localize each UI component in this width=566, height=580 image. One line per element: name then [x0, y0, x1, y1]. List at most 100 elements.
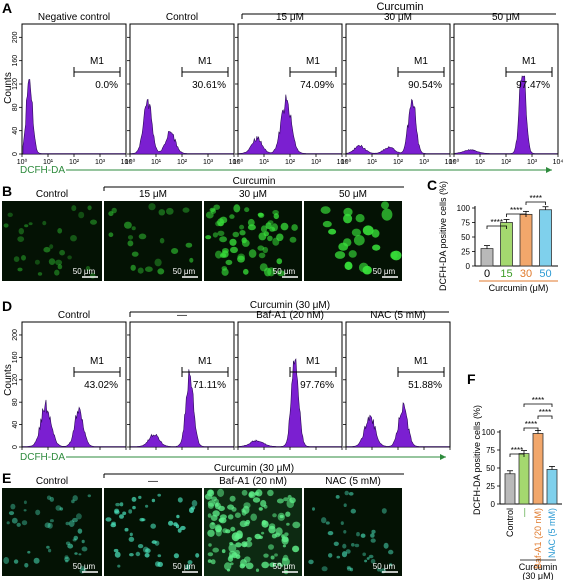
y-axis-label: DCFH-DA positive cells (%): [472, 405, 482, 515]
m1-label: M1: [198, 356, 212, 367]
cell-mark: [205, 235, 212, 240]
cell-mark: [18, 228, 24, 235]
micrograph-background: [104, 201, 202, 281]
cell-mark: [244, 207, 250, 213]
cell-mark: [47, 522, 53, 529]
cell-mark: [168, 520, 174, 526]
cell-mark: [257, 212, 264, 217]
micrograph-title: —: [148, 476, 158, 487]
y-tick-label: 0: [12, 445, 19, 449]
cell-mark: [217, 230, 225, 236]
micrograph: Control 50 μm: [2, 476, 102, 576]
cell-mark: [57, 228, 63, 234]
bar: [519, 213, 533, 267]
cell-mark: [267, 220, 274, 225]
cell-mark: [286, 499, 295, 508]
cell-mark: [268, 523, 276, 530]
cell-mark: [245, 519, 251, 525]
cell-mark: [182, 207, 190, 213]
x-tick-label: 10²: [393, 159, 404, 166]
curcumin-label-a: Curcumin: [376, 1, 423, 13]
cell-mark: [370, 538, 376, 543]
cell-mark: [28, 222, 33, 226]
bar: [546, 469, 558, 505]
plot-title: 50 μM: [492, 12, 520, 23]
cell-mark: [78, 553, 82, 556]
cell-mark: [263, 553, 269, 558]
gate-percent: 30.61%: [192, 80, 226, 91]
cell-mark: [72, 538, 77, 542]
significance-bracket: [523, 427, 539, 431]
histogram-plot: NAC (5 mM) M1 51.88%: [343, 310, 451, 450]
cell-mark: [67, 543, 74, 549]
y-tick-label: 160: [12, 351, 19, 363]
cell-mark: [389, 563, 393, 567]
cell-mark: [214, 502, 221, 510]
cell-mark: [151, 498, 156, 503]
cell-mark: [285, 511, 291, 517]
cell-mark: [122, 511, 127, 516]
cell-mark: [219, 517, 227, 524]
cell-mark: [230, 526, 236, 532]
counts-label-d: Counts: [3, 364, 14, 396]
bar: [480, 248, 494, 267]
cell-mark: [362, 552, 367, 557]
plot-title: Control: [166, 12, 198, 23]
cell-mark: [157, 554, 162, 558]
cell-mark: [90, 219, 97, 225]
cell-mark: [171, 248, 179, 254]
significance-bracket: [523, 403, 553, 407]
histogram-mark: [346, 402, 450, 448]
x-tick-label: 10⁰: [233, 158, 244, 166]
cell-mark: [291, 224, 298, 231]
cell-mark: [272, 210, 279, 215]
x-tick-label: 10²: [285, 159, 296, 166]
histogram-plot: 50 μM M1 97.47% 10⁰ 10¹ 10² 10³ 10⁴: [449, 12, 564, 166]
cell-mark: [258, 507, 263, 511]
cell-mark: [368, 554, 374, 559]
cell-mark: [154, 540, 160, 546]
cell-mark: [159, 237, 165, 244]
micrograph-title: NAC (5 mM): [325, 476, 381, 487]
significance-label: ****: [539, 408, 551, 417]
y-tick-label: 100: [457, 204, 471, 213]
cell-mark: [355, 214, 365, 223]
cell-mark: [11, 517, 18, 524]
y-tick-label: 50: [461, 233, 470, 242]
micrograph: NAC (5 mM) 50 μm: [304, 476, 402, 576]
cell-mark: [59, 507, 64, 511]
curcumin-label-f: Curcumin: [519, 562, 558, 572]
cell-mark: [362, 265, 372, 275]
cell-mark: [117, 564, 121, 568]
cell-mark: [119, 502, 124, 507]
plot-title: Negative control: [38, 12, 110, 23]
cell-mark: [135, 551, 141, 557]
cell-mark: [322, 220, 332, 228]
y-tick-label: 200: [12, 329, 19, 341]
cell-mark: [17, 236, 25, 243]
cell-mark: [131, 251, 139, 257]
x-tick-label: 10⁴: [553, 159, 564, 166]
cell-mark: [241, 509, 247, 516]
cell-mark: [138, 495, 142, 499]
y-tick-label: 0: [491, 500, 496, 509]
cell-mark: [275, 527, 283, 536]
cell-mark: [351, 228, 361, 237]
cell-mark: [83, 568, 87, 572]
cell-mark: [154, 258, 162, 267]
plot-frame: [345, 23, 451, 155]
y-tick-label: 40: [12, 127, 19, 135]
cell-mark: [276, 233, 284, 242]
cell-mark: [228, 554, 233, 559]
micrograph: Baf-A1 (20 nM) 50 μm: [204, 476, 302, 576]
cell-mark: [77, 528, 83, 534]
cell-mark: [248, 492, 253, 498]
plot-frame: [453, 23, 559, 155]
micrograph-title: 50 μM: [339, 189, 367, 200]
x-tick-label: 10¹: [151, 159, 162, 166]
micrograph-title: 15 μM: [139, 189, 167, 200]
y-tick-label: 0: [466, 262, 471, 271]
cell-mark: [81, 546, 88, 552]
y-tick-label: 75: [486, 446, 495, 455]
cell-mark: [10, 503, 16, 510]
